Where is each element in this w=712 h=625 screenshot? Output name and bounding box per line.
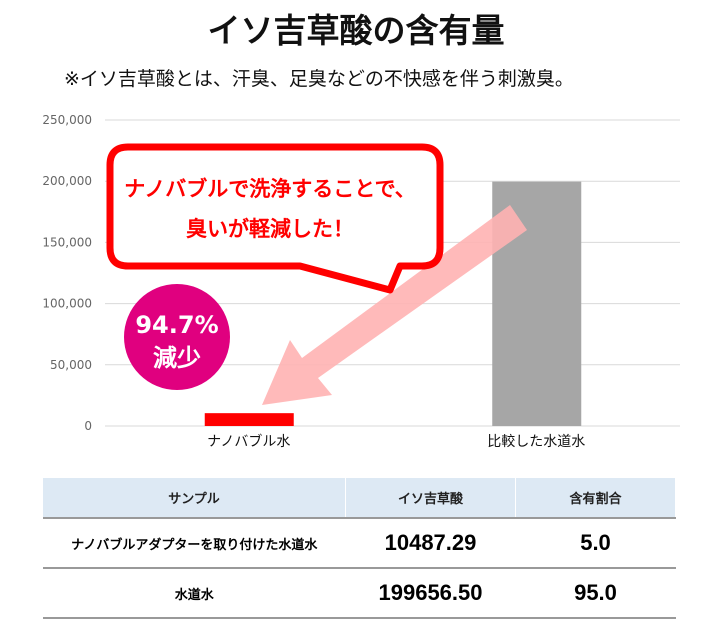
cell-isovaleric: 199656.50 xyxy=(345,568,516,619)
reduction-badge xyxy=(124,284,230,390)
arrow-icon xyxy=(262,205,527,405)
cell-ratio: 5.0 xyxy=(515,518,676,569)
y-tick-label: 200,000 xyxy=(42,174,92,188)
page-title: イソ吉草酸の含有量 xyxy=(207,11,505,50)
cell-sample: 水道水 xyxy=(43,568,346,619)
y-tick-label: 100,000 xyxy=(42,297,92,311)
table-header-row: サンプル イソ吉草酸 含有割合 xyxy=(43,478,676,519)
cell-isovaleric: 10487.29 xyxy=(345,518,516,569)
table-row: 水道水 199656.50 95.0 xyxy=(43,568,676,619)
subtitle: ※イソ吉草酸とは、汗臭、足臭などの不快感を伴う刺激臭。 xyxy=(64,68,574,90)
table-row: ナノバブルアダプターを取り付けた水道水 10487.29 5.0 xyxy=(43,518,676,569)
callout-text: 臭いが軽減した！ xyxy=(186,217,354,241)
header-ratio: 含有割合 xyxy=(515,478,676,519)
badge-percent: 94.7% xyxy=(135,311,218,339)
cell-sample: ナノバブルアダプターを取り付けた水道水 xyxy=(43,518,346,569)
header-sample: サンプル xyxy=(43,478,346,519)
badge-label: 減少 xyxy=(153,344,201,372)
y-tick-label: 250,000 xyxy=(42,113,92,127)
bar-chart: 0 50,000 100,000 150,000 200,000 250,000 ナノバブル… xyxy=(42,113,680,450)
y-tick-label: 50,000 xyxy=(50,358,92,372)
x-tick-label: 比較した水道水 xyxy=(487,434,585,450)
callout-bubble xyxy=(106,143,444,294)
header-isovaleric: イソ吉草酸 xyxy=(345,478,516,519)
cell-ratio: 95.0 xyxy=(515,568,676,619)
y-tick-label: 0 xyxy=(84,419,92,433)
x-tick-label: ナノバブル水 xyxy=(207,433,290,450)
data-table: サンプル イソ吉草酸 含有割合 ナノバブルアダプターを取り付けた水道水 1048… xyxy=(43,478,676,619)
y-tick-label: 150,000 xyxy=(42,235,92,249)
bar xyxy=(204,413,294,426)
callout-text: ナノバブルで洗浄することで、 xyxy=(124,177,415,201)
